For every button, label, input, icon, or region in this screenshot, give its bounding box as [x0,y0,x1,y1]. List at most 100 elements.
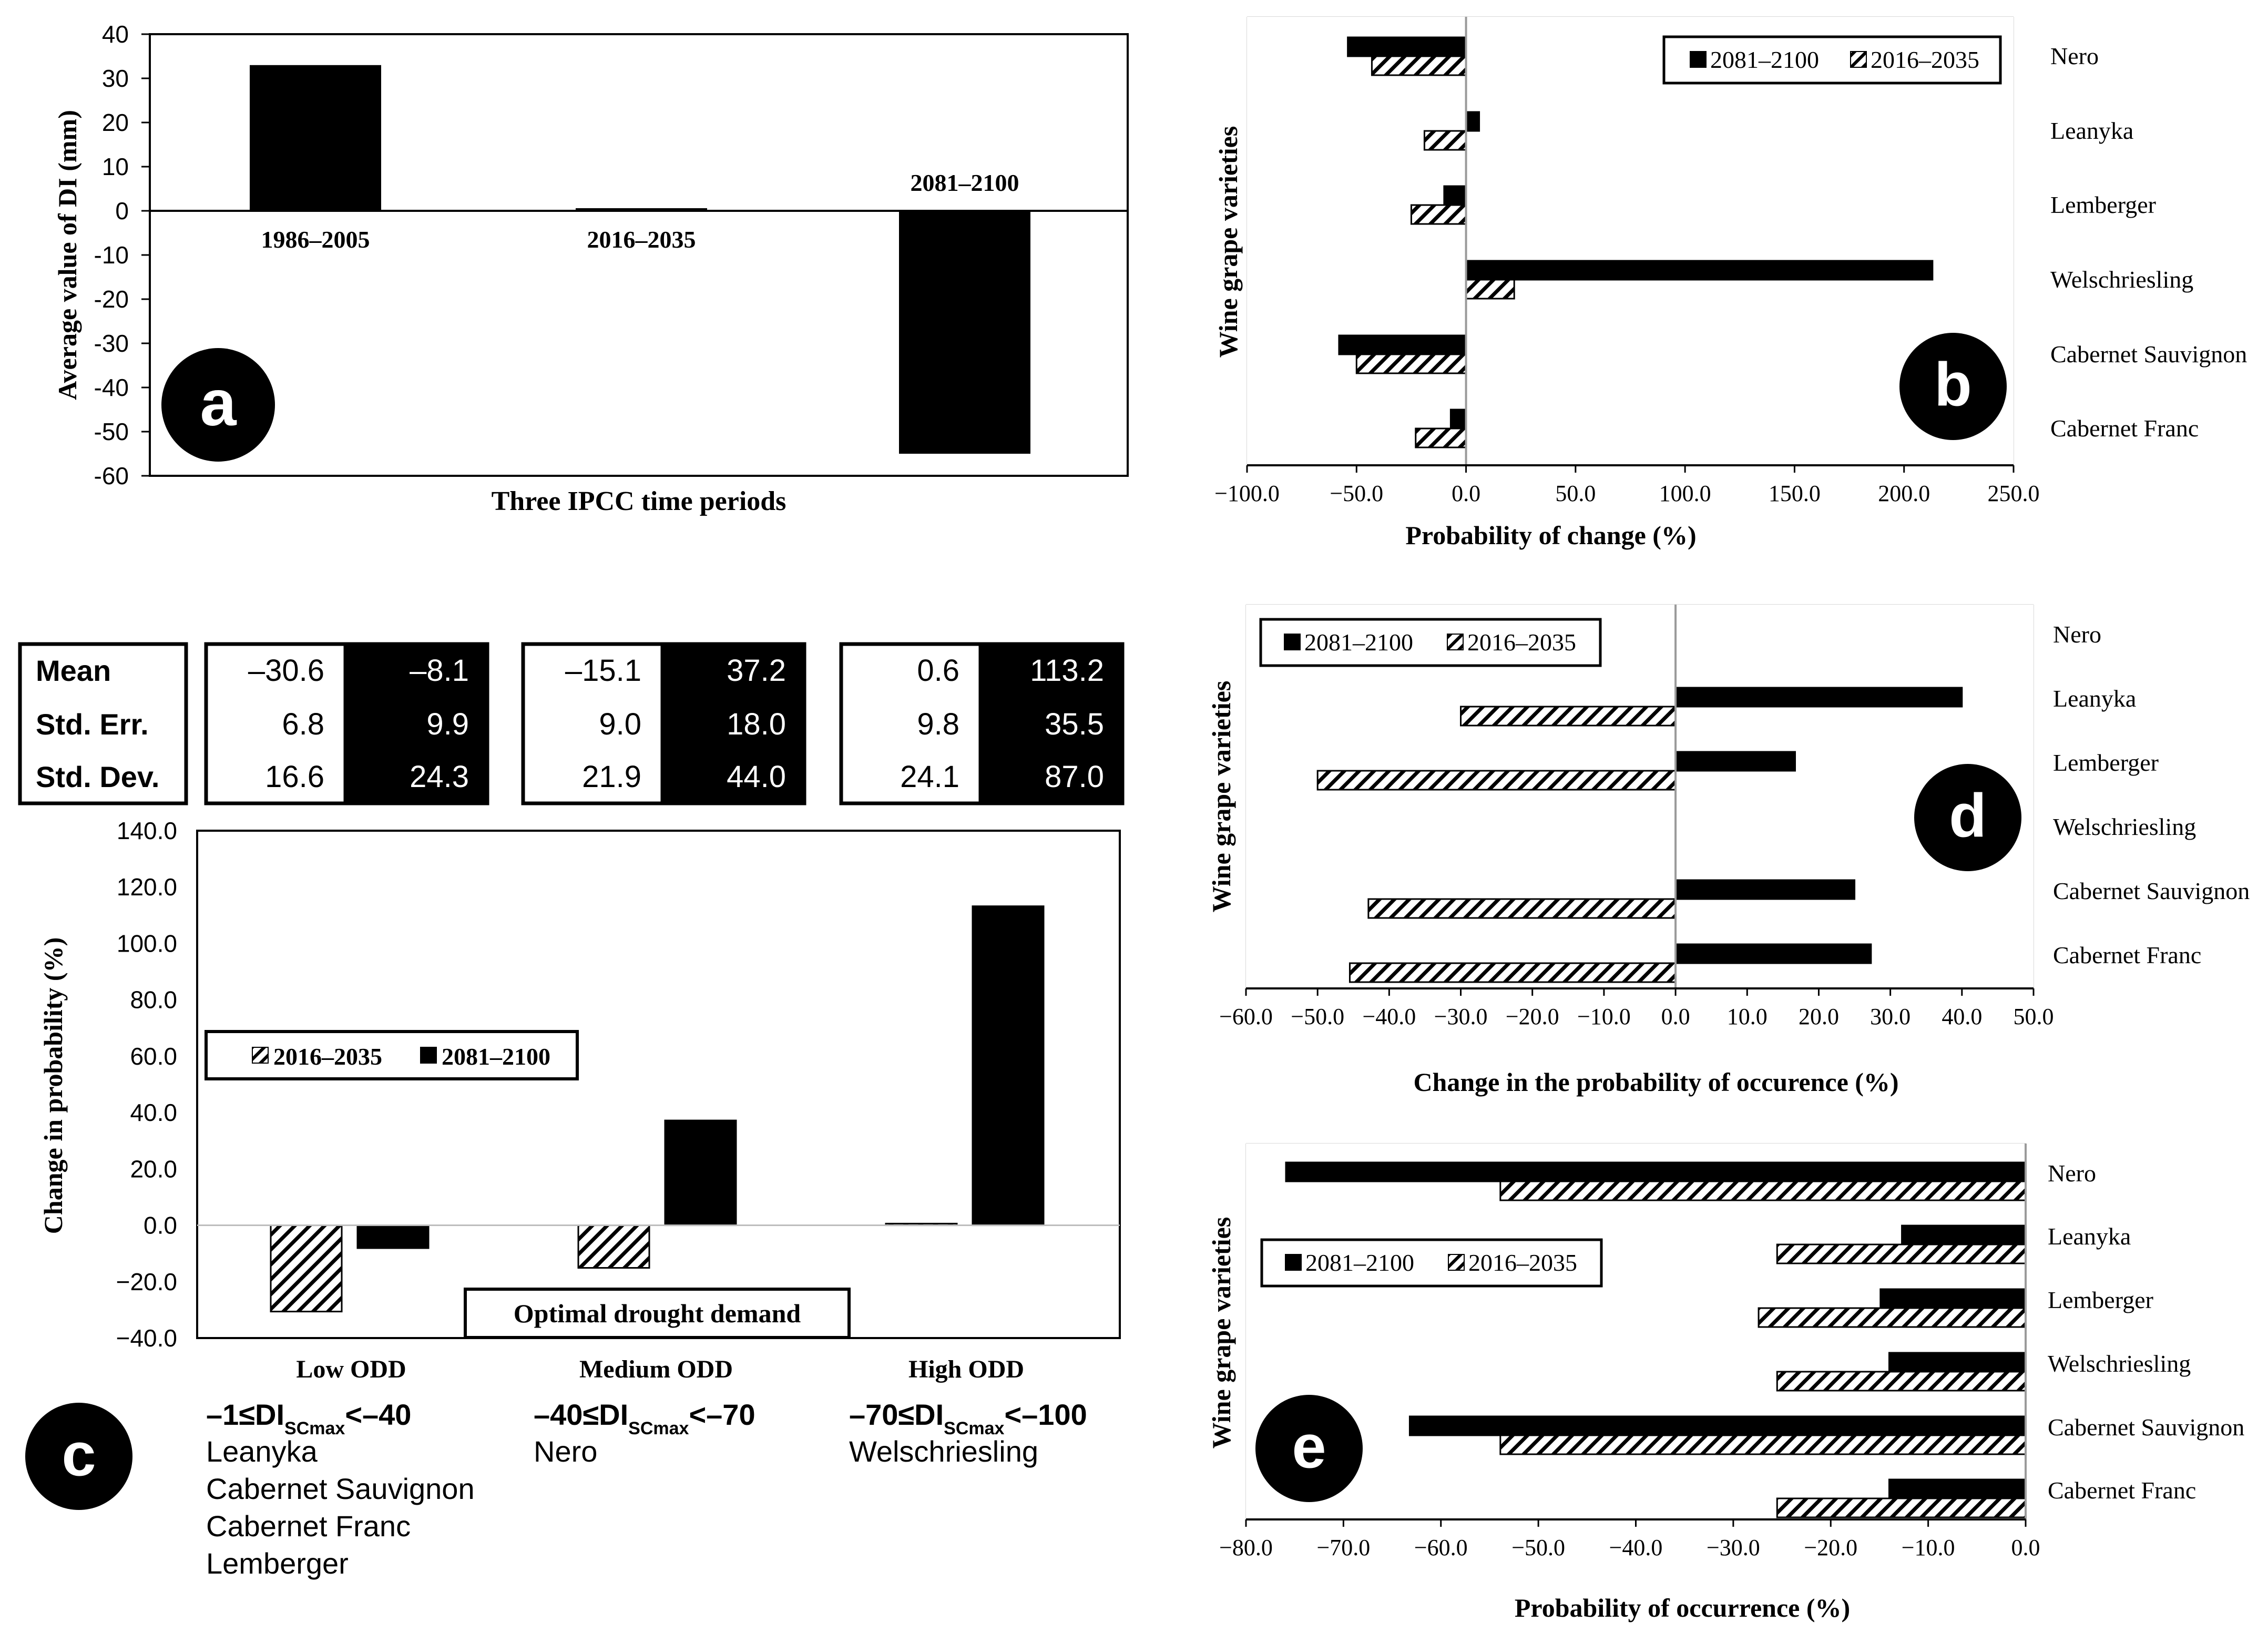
legend-swatch [420,1047,437,1064]
di-class-range: –70≤DISCmax<–100 [849,1398,1087,1438]
x-tick-label: 0.0 [1452,481,1480,506]
legend-swatch [252,1047,269,1064]
bar-b-2016–2035-Cabernet Sauvignon [1355,353,1467,374]
category-label: Cabernet Sauvignon [2053,877,2250,904]
di-class-sub: SCmax [628,1418,689,1438]
bar-b-2016–2035-Leanyka [1423,130,1467,151]
category-label: Welschriesling [2048,1350,2191,1377]
legend-swatch [1690,51,1707,68]
stats-value: –8.1 [410,654,469,688]
variety-label: Lemberger [206,1547,349,1580]
bar-e-2016–2035-Welschriesling [1776,1371,2027,1392]
di-class-post: <–70 [689,1398,755,1431]
bar-e-2016–2035-Cabernet Franc [1776,1497,2027,1518]
bar-e-2081–2100-Lemberger [1879,1288,2027,1309]
bar-c-2081–2100-Medium ODD [664,1119,737,1227]
stats-value: 21.9 [582,760,641,794]
category-label: Leanyka [2048,1223,2131,1250]
stats-value: 9.8 [917,707,959,741]
x-tick-label: 0.0 [2011,1535,2040,1560]
x-axis-title-e: Probability of occurrence (%) [1515,1593,1850,1622]
plot-frame-c [196,830,1121,1339]
di-class-range: –1≤DISCmax<–40 [206,1398,411,1438]
bar-e-2016–2035-Lemberger [1758,1307,2027,1328]
category-label: Cabernet Franc [2050,415,2199,442]
stats-value: –15.1 [565,654,641,688]
x-tick-label: −60.0 [1414,1535,1468,1560]
y-tick-label: -30 [94,330,129,357]
di-class-pre: –70≤DI [849,1398,944,1431]
category-label: Cabernet Sauvignon [2048,1414,2244,1441]
stats-box-2081 [981,642,1125,805]
legend-swatch [1284,634,1301,650]
di-class-post: <–40 [345,1398,411,1431]
y-tick-label: 10 [102,153,129,180]
bar-d-2016–2035-Cabernet Franc [1348,962,1677,983]
legend-label: 2081–2100 [1304,629,1413,656]
bar-e-2081–2100-Cabernet Franc [1888,1478,2027,1499]
x-tick-label: 100.0 [1659,481,1711,506]
panel-badge-d [1914,764,2021,871]
legend-box-e [1260,1238,1603,1288]
bar-e-2016–2035-Cabernet Sauvignon [1499,1434,2027,1455]
stats-value: 9.9 [426,707,469,741]
x-tick-label: 30.0 [1870,1004,1911,1029]
stats-box-2081 [346,642,489,805]
panel-badge-a [161,348,275,462]
category-label: Cabernet Franc [2048,1477,2196,1504]
bar-b-2081–2100-Nero [1347,36,1467,57]
plot-bg-e [1246,1144,2026,1519]
di-class-sub: SCmax [944,1418,1004,1438]
x-axis-title-b: Probability of change (%) [1405,520,1696,550]
category-label: Nero [2048,1160,2096,1187]
stats-value: 87.0 [1045,760,1104,794]
bar-d-2016–2035-Leanyka [1460,706,1677,727]
di-class-sub: SCmax [284,1418,345,1438]
stats-value: 16.6 [265,760,324,794]
y-axis-title-d: Wine grape varieties [1207,681,1236,913]
bar-d-2016–2035-Lemberger [1316,770,1677,791]
panel-badge-e [1255,1395,1363,1502]
x-axis-title-c: Optimal drought demand [514,1299,801,1328]
bar-d-2081–2100-Cabernet Franc [1674,943,1872,964]
stats-value: 0.6 [917,654,959,688]
variety-label: Leanyka [206,1435,318,1468]
plot-bg-d [1246,605,2034,988]
x-tick-label: −80.0 [1219,1535,1273,1560]
legend-label: 2081–2100 [442,1043,550,1070]
panel-badge-a-letter: a [200,367,237,440]
stats-value: 9.0 [599,707,641,741]
x-tick-label: 50.0 [1555,481,1596,506]
bar-e-2081–2100-Leanyka [1901,1224,2027,1246]
y-tick-label: 0.0 [144,1212,177,1239]
stats-value: 35.5 [1045,707,1104,741]
category-label: Leanyka [2053,685,2136,712]
y-tick-label: -20 [94,285,129,313]
panel-badge-c-letter: c [62,1420,96,1489]
bar-b-2081–2100-Welschriesling [1465,260,1934,281]
bar-d-2081–2100-Leanyka [1674,687,1963,708]
legend-label: 2016–2035 [1468,1249,1577,1276]
variety-label: Cabernet Sauvignon [206,1472,475,1505]
bar-e-2081–2100-Cabernet Sauvignon [1408,1415,2027,1436]
stats-value: 113.2 [1030,654,1104,688]
bar-e-2016–2035-Nero [1499,1180,2027,1201]
bar-b-2016–2035-Lemberger [1410,204,1467,225]
legend-label: 2016–2035 [273,1043,382,1070]
bar-c-2016–2035-Low ODD [270,1224,343,1313]
category-label: High ODD [908,1355,1024,1383]
x-tick-label: 0.0 [1661,1004,1690,1029]
category-label: 2016–2035 [587,226,696,253]
bar-b-2081–2100-Lemberger [1443,185,1467,206]
category-label: Low ODD [296,1355,406,1383]
variety-label: Nero [534,1435,597,1468]
y-tick-label: −40.0 [116,1324,177,1352]
stats-value: 24.1 [900,760,959,794]
bar-c-2081–2100-Low ODD [356,1224,430,1249]
bar-d-2081–2100-Cabernet Sauvignon [1674,879,1856,900]
y-tick-label: −20.0 [116,1268,177,1295]
bar-b-2081–2100-Cabernet Franc [1449,409,1467,430]
x-tick-label: 50.0 [2014,1004,2054,1029]
y-axis-title-e: Wine grape varieties [1207,1217,1236,1449]
stats-box-2081 [663,642,806,805]
